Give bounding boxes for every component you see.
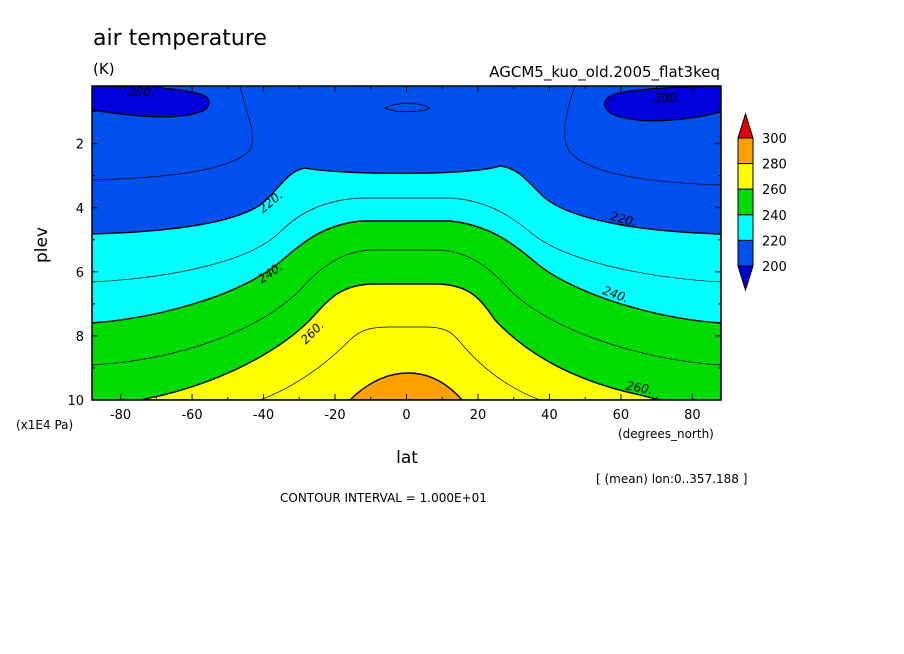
contour-interval: CONTOUR INTERVAL = 1.000E+01 [280, 491, 487, 505]
chart-title: air temperature [93, 26, 267, 51]
contour-230 [92, 197, 721, 283]
x-tick-label: 40 [541, 408, 558, 423]
colorbar-label: 300 [762, 132, 787, 147]
contour-210 [92, 86, 253, 181]
y-tick-label: 8 [76, 330, 84, 345]
x-tick-label: 20 [470, 408, 487, 423]
colorbar-swatch [737, 239, 754, 267]
colorbar-under-arrow [737, 265, 754, 292]
colorbar-swatch [737, 163, 754, 190]
x-tick-label: -80 [110, 408, 131, 423]
chart-units: (K) [93, 60, 115, 78]
y-axis-units: (x1E4 Pa) [16, 418, 73, 432]
x-axis-label: lat [396, 448, 418, 468]
colorbar-over-arrow [737, 112, 754, 139]
contour-label: 200. [654, 91, 681, 105]
plot-area [92, 86, 721, 400]
y-axis-label: plev [32, 227, 52, 263]
contour-270 [259, 326, 541, 400]
contour-label: 260. [625, 379, 654, 397]
x-tick-label: -20 [324, 408, 345, 423]
colorbar-label: 220 [762, 234, 787, 249]
x-tick-label: -60 [181, 408, 202, 423]
y-tick-label: 6 [76, 266, 84, 281]
colorbar-label: 240 [762, 209, 787, 224]
contour-label: 220. [609, 209, 638, 229]
x-tick-label: 80 [684, 408, 701, 423]
band-280 [349, 372, 463, 400]
x-axis-units: (degrees_north) [618, 427, 714, 441]
colorbar: 300 280 260 240 220 200 [737, 112, 787, 292]
colorbar-label: 280 [762, 158, 787, 173]
contour-label: 200. [128, 85, 155, 99]
colorbar-swatch [737, 137, 754, 165]
x-axis: -80 -60 -40 -20 0 20 40 60 80 [110, 86, 701, 423]
x-tick-label: 0 [402, 408, 410, 423]
band-below-200-right [604, 86, 721, 122]
x-tick-label: 60 [613, 408, 630, 423]
y-axis: 2 4 6 8 10 [67, 111, 721, 409]
colorbar-label: 260 [762, 183, 787, 198]
y-tick-label: 4 [76, 202, 84, 217]
contour-210-top [384, 103, 431, 113]
contour-250 [92, 249, 721, 366]
dataset-name: AGCM5_kuo_old.2005_flat3keq [489, 63, 720, 82]
x-tick-label: -40 [253, 408, 274, 423]
colorbar-swatch [737, 188, 754, 216]
averaging-note: [ (mean) lon:0..357.188 ] [596, 472, 747, 486]
y-tick-label: 10 [67, 394, 84, 409]
colorbar-label: 200 [762, 260, 787, 275]
y-tick-label: 2 [76, 138, 84, 153]
colorbar-swatch [737, 214, 754, 241]
contour-210-right [564, 86, 721, 186]
band-260 [139, 283, 661, 400]
